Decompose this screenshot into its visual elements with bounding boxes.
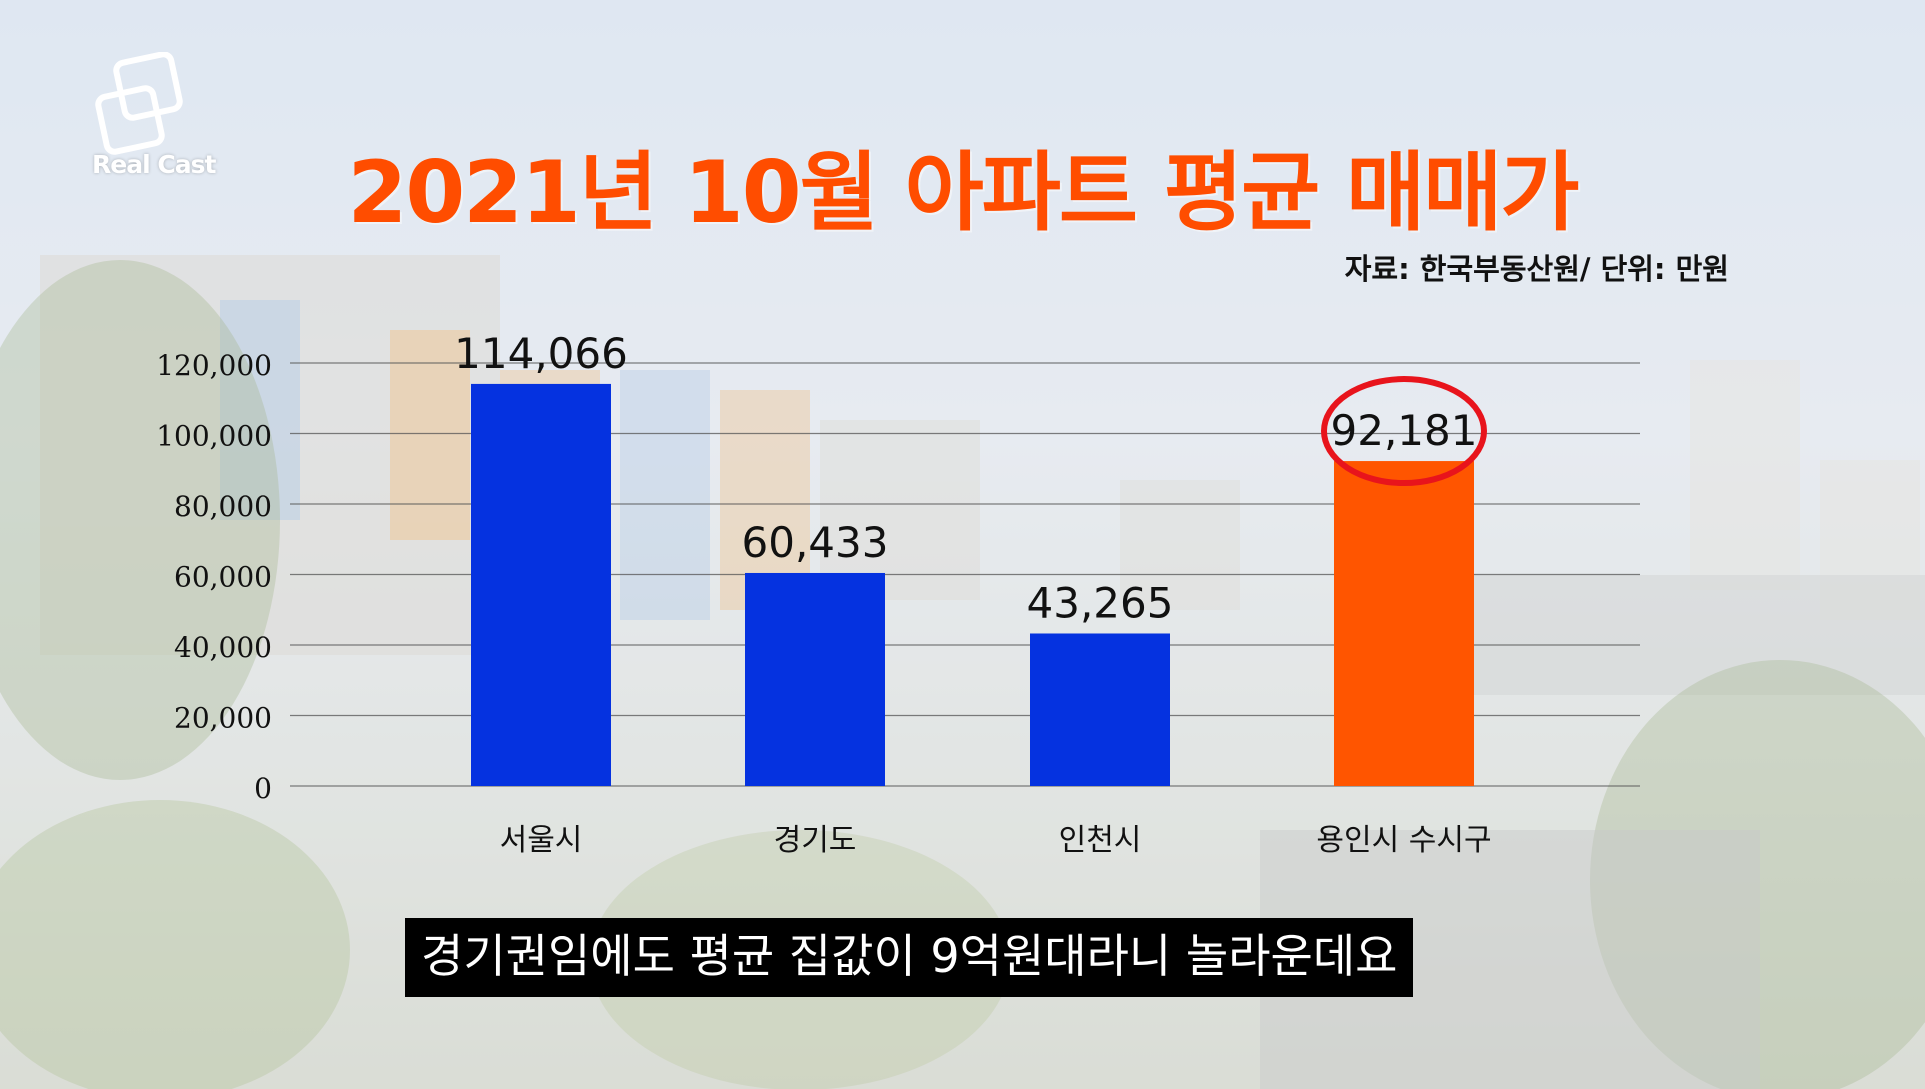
y-tick-label: 100,000	[156, 420, 272, 453]
y-tick-label: 60,000	[174, 561, 272, 594]
x-tick-label: 인천시	[1059, 823, 1142, 858]
data-label: 43,265	[1027, 578, 1174, 627]
y-tick-label: 0	[254, 772, 272, 805]
data-label: 114,066	[454, 329, 628, 378]
y-tick-label: 20,000	[174, 702, 272, 735]
source-note: 자료: 한국부동산원/ 단위: 만원	[1344, 252, 1729, 286]
bar	[471, 383, 611, 786]
x-tick-label: 경기도	[774, 823, 857, 858]
bar	[745, 572, 885, 786]
bar	[1030, 633, 1170, 786]
realcast-logo-icon	[95, 52, 183, 155]
y-tick-label: 80,000	[174, 490, 272, 523]
data-label: 92,181	[1331, 406, 1478, 455]
chart-title: 2021년 10월 아파트 평균 매매가	[347, 143, 1580, 243]
logo-text: Real Cast	[92, 150, 216, 179]
bar	[1334, 461, 1474, 786]
x-tick-label: 서울시	[500, 823, 583, 858]
subtitle-caption: 경기권임에도 평균 집값이 9억원대라니 놀라운데요	[405, 918, 1414, 997]
x-tick-label: 용인시 수시구	[1316, 823, 1491, 858]
y-tick-label: 40,000	[174, 631, 272, 664]
y-tick-label: 120,000	[156, 349, 272, 382]
data-label: 60,433	[742, 518, 889, 567]
highlight-circle	[1321, 376, 1487, 487]
